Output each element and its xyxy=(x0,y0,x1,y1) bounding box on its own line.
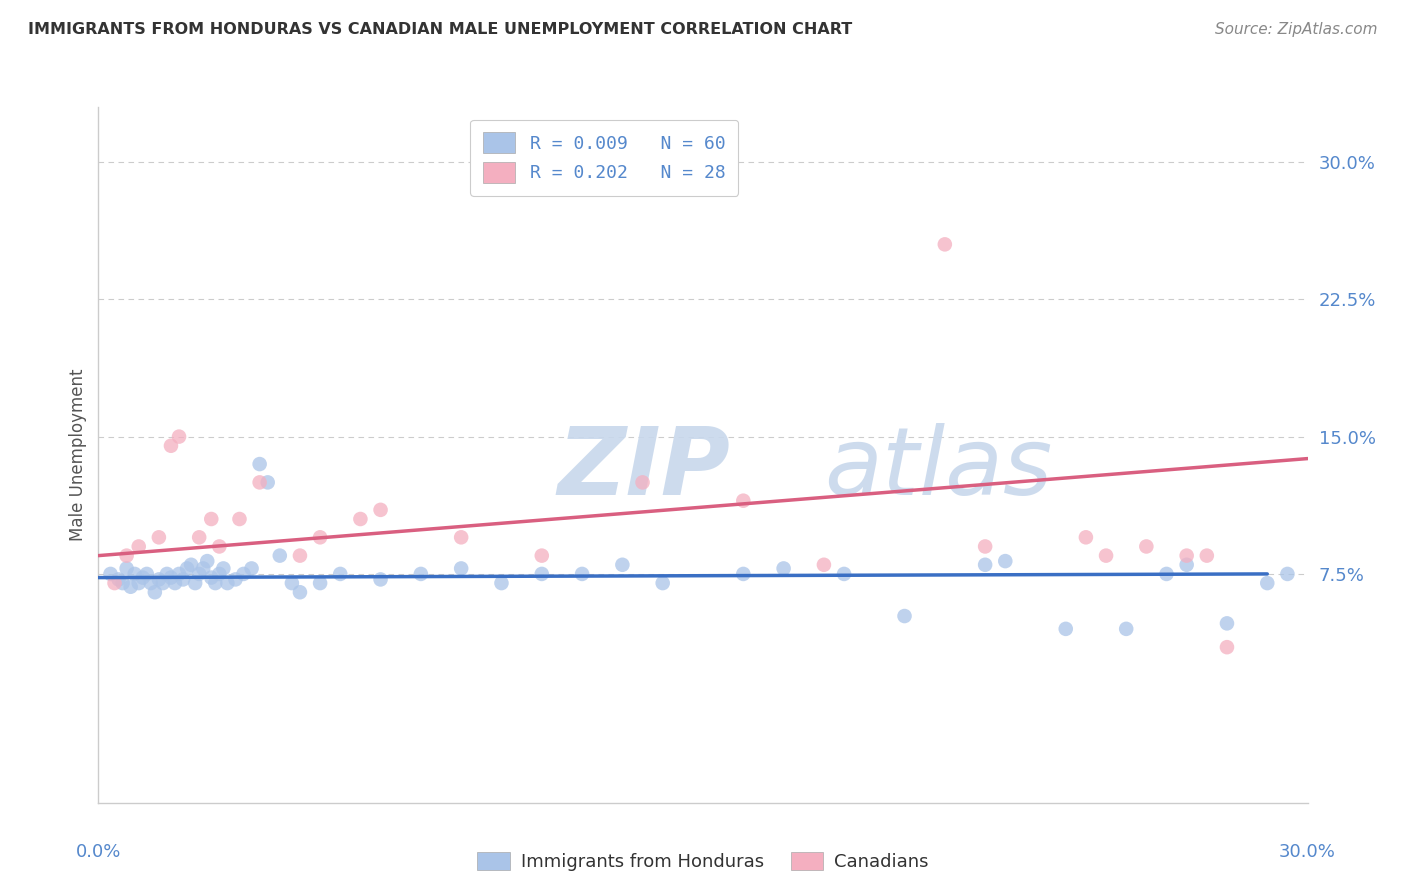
Point xyxy=(180,558,202,572)
Point xyxy=(409,566,432,581)
Point xyxy=(571,566,593,581)
Point xyxy=(148,573,170,587)
Point xyxy=(172,573,194,587)
Point xyxy=(733,566,755,581)
Point xyxy=(120,580,142,594)
Point xyxy=(370,573,392,587)
Point xyxy=(249,475,271,490)
Point xyxy=(200,512,222,526)
Point xyxy=(974,540,997,554)
Point xyxy=(115,549,138,563)
Point xyxy=(240,561,263,575)
Text: 30.0%: 30.0% xyxy=(1279,843,1336,861)
Point xyxy=(156,566,179,581)
Point xyxy=(530,549,553,563)
Point xyxy=(1054,622,1077,636)
Point xyxy=(1256,576,1278,591)
Point xyxy=(288,549,311,563)
Point xyxy=(115,561,138,575)
Point xyxy=(124,566,146,581)
Point xyxy=(193,561,215,575)
Point xyxy=(450,561,472,575)
Point xyxy=(208,566,231,581)
Point xyxy=(832,566,855,581)
Point xyxy=(772,561,794,575)
Text: atlas: atlas xyxy=(824,424,1052,515)
Point xyxy=(249,457,271,471)
Point xyxy=(530,566,553,581)
Point xyxy=(128,540,150,554)
Point xyxy=(148,530,170,544)
Legend: Immigrants from Honduras, Canadians: Immigrants from Honduras, Canadians xyxy=(470,845,936,879)
Legend: R = 0.009   N = 60, R = 0.202   N = 28: R = 0.009 N = 60, R = 0.202 N = 28 xyxy=(470,120,738,195)
Point xyxy=(132,571,155,585)
Point xyxy=(994,554,1017,568)
Point xyxy=(813,558,835,572)
Point xyxy=(184,576,207,591)
Point xyxy=(288,585,311,599)
Point xyxy=(1156,566,1178,581)
Point xyxy=(1095,549,1118,563)
Point xyxy=(111,576,134,591)
Text: 0.0%: 0.0% xyxy=(76,843,121,861)
Point xyxy=(139,576,162,591)
Point xyxy=(103,576,125,591)
Point xyxy=(1074,530,1097,544)
Point xyxy=(195,554,218,568)
Point xyxy=(733,493,755,508)
Point xyxy=(974,558,997,572)
Point xyxy=(188,530,211,544)
Text: IMMIGRANTS FROM HONDURAS VS CANADIAN MALE UNEMPLOYMENT CORRELATION CHART: IMMIGRANTS FROM HONDURAS VS CANADIAN MAL… xyxy=(28,22,852,37)
Point xyxy=(152,576,174,591)
Point xyxy=(188,566,211,581)
Point xyxy=(1216,616,1239,631)
Point xyxy=(269,549,291,563)
Point xyxy=(1115,622,1137,636)
Point xyxy=(1216,640,1239,655)
Point xyxy=(309,530,332,544)
Point xyxy=(1277,566,1299,581)
Point xyxy=(160,571,183,585)
Point xyxy=(309,576,332,591)
Point xyxy=(217,576,239,591)
Point xyxy=(135,566,157,581)
Point xyxy=(160,439,183,453)
Point xyxy=(612,558,634,572)
Point xyxy=(167,566,190,581)
Point xyxy=(256,475,278,490)
Point xyxy=(143,585,166,599)
Point xyxy=(128,576,150,591)
Point xyxy=(167,429,190,443)
Point xyxy=(370,503,392,517)
Point xyxy=(107,573,129,587)
Y-axis label: Male Unemployment: Male Unemployment xyxy=(69,368,87,541)
Point xyxy=(281,576,304,591)
Point xyxy=(212,561,235,575)
Point xyxy=(163,576,186,591)
Point xyxy=(329,566,352,581)
Point xyxy=(176,561,198,575)
Point xyxy=(934,237,956,252)
Point xyxy=(200,571,222,585)
Point xyxy=(491,576,513,591)
Point xyxy=(1135,540,1157,554)
Point xyxy=(1175,558,1198,572)
Point xyxy=(349,512,371,526)
Point xyxy=(893,609,915,624)
Point xyxy=(450,530,472,544)
Point xyxy=(100,566,122,581)
Point xyxy=(631,475,654,490)
Point xyxy=(1195,549,1218,563)
Text: Source: ZipAtlas.com: Source: ZipAtlas.com xyxy=(1215,22,1378,37)
Point xyxy=(208,540,231,554)
Text: ZIP: ZIP xyxy=(558,423,731,515)
Point xyxy=(228,512,250,526)
Point xyxy=(224,573,246,587)
Point xyxy=(204,576,226,591)
Point xyxy=(651,576,673,591)
Point xyxy=(1175,549,1198,563)
Point xyxy=(232,566,254,581)
